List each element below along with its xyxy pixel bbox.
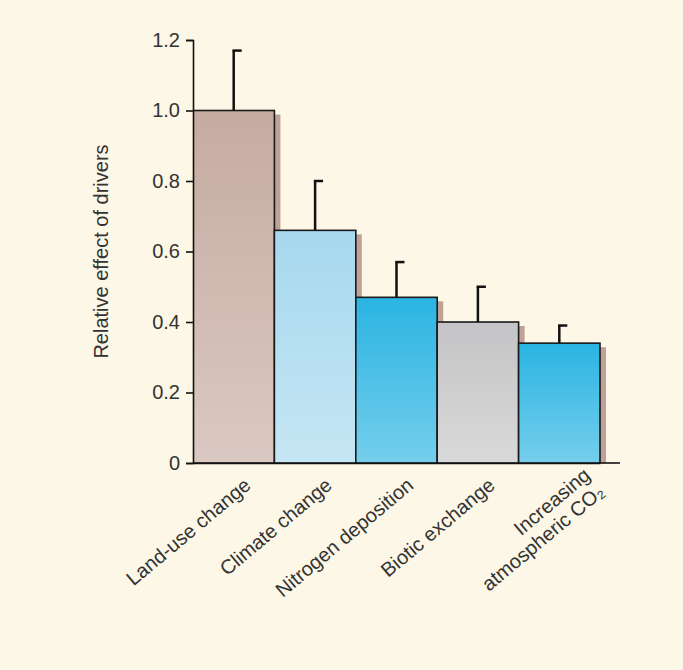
y-axis: 0 0.2 0.4 0.6 0.8 1.0 1.2 (152, 29, 193, 474)
y-tick-mark (186, 392, 193, 394)
y-tick-label: 0.4 (152, 311, 180, 333)
y-axis-line (186, 41, 194, 464)
y-tick-label: 0.8 (152, 170, 180, 192)
x-axis (194, 463, 601, 465)
x-axis-line (194, 463, 601, 465)
error-line (232, 51, 235, 111)
y-tick: 1.2 (152, 29, 193, 51)
x-tick-label: Increasingatmospheric CO₂ (463, 463, 608, 595)
y-tick-mark (186, 110, 193, 112)
y-tick: 0 (169, 452, 193, 474)
y-tick-label: 0.2 (152, 381, 180, 403)
y-tick: 0.2 (152, 381, 193, 403)
y-tick: 0.6 (152, 240, 193, 262)
error-bar (477, 287, 486, 322)
background (0, 0, 683, 670)
y-tick: 1.0 (152, 99, 193, 121)
bar (193, 111, 274, 464)
y-tick-label: 0.6 (152, 240, 180, 262)
bar (274, 230, 355, 463)
x-labels: Land-use changeClimate changeNitrogen de… (122, 463, 608, 601)
bar (519, 343, 600, 463)
y-tick-label: 0 (169, 452, 180, 474)
x-tick-label: Biotic exchange (376, 473, 498, 581)
bar (356, 297, 437, 463)
error-bar (558, 326, 567, 344)
y-tick-mark (186, 251, 193, 253)
plot-area (193, 51, 606, 463)
y-axis-title: Relative effect of drivers (90, 144, 112, 358)
x-tick-label: Nitrogen deposition (271, 473, 417, 601)
y-tick: 0.4 (152, 311, 193, 333)
error-line (558, 326, 561, 344)
error-line (477, 287, 480, 322)
y-tick-label: 1.0 (152, 99, 180, 121)
bar (437, 322, 518, 463)
error-bar (314, 181, 323, 230)
error-cap (395, 261, 404, 264)
y-tick-mark (186, 181, 193, 183)
error-line (395, 262, 398, 297)
error-cap (558, 324, 567, 327)
error-bar (232, 51, 241, 111)
x-tick-label-line: atmospheric CO₂ (478, 480, 609, 595)
y-tick-mark (186, 463, 193, 465)
error-cap (477, 286, 486, 289)
error-line (314, 181, 317, 230)
error-cap (314, 180, 323, 183)
error-cap (232, 49, 241, 52)
error-bar (395, 262, 404, 297)
x-axis-line-extension (600, 462, 620, 464)
chart: 0 0.2 0.4 0.6 0.8 1.0 1.2 Land-use changeClimat… (0, 0, 683, 670)
y-tick-mark (186, 322, 193, 324)
y-tick: 0.8 (152, 170, 193, 192)
y-tick-mark (186, 40, 193, 42)
y-tick-label: 1.2 (152, 29, 180, 51)
